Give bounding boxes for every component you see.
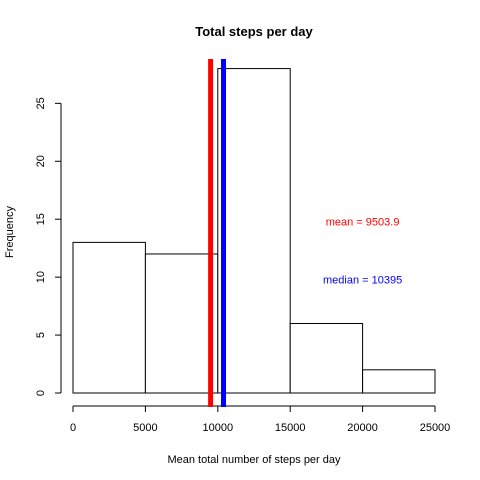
histogram-bar bbox=[362, 369, 436, 394]
x-tick-label: 20000 bbox=[347, 422, 378, 434]
histogram-bars bbox=[72, 68, 436, 394]
x-tick-label: 10000 bbox=[203, 422, 234, 434]
y-axis-label: Frequency bbox=[4, 206, 16, 258]
x-tick-label: 25000 bbox=[420, 422, 451, 434]
x-axis-label: Mean total number of steps per day bbox=[167, 454, 341, 466]
x-tick-label: 5000 bbox=[133, 422, 157, 434]
y-tick-label: 5 bbox=[35, 332, 47, 338]
y-tick-label: 20 bbox=[35, 155, 47, 167]
y-tick-label: 0 bbox=[35, 390, 47, 396]
y-axis: 0 5 10 15 20 25 bbox=[35, 97, 62, 396]
histogram-bar bbox=[217, 68, 291, 394]
x-axis: 0 5000 10000 15000 20000 25000 bbox=[70, 405, 451, 434]
histogram-bar bbox=[289, 322, 364, 394]
chart-title: Total steps per day bbox=[195, 24, 313, 39]
y-tick-label: 15 bbox=[35, 213, 47, 225]
y-tick-label: 25 bbox=[35, 97, 47, 109]
x-tick-label: 0 bbox=[70, 422, 76, 434]
histogram-bar bbox=[144, 253, 219, 394]
mean-label: mean = 9503.9 bbox=[326, 217, 400, 229]
reference-lines: mean = 9503.9 median = 10395 bbox=[208, 59, 402, 407]
median-label: median = 10395 bbox=[323, 275, 402, 287]
y-tick-label: 10 bbox=[35, 271, 47, 283]
histogram-bar bbox=[72, 241, 146, 394]
x-tick-label: 15000 bbox=[275, 422, 306, 434]
